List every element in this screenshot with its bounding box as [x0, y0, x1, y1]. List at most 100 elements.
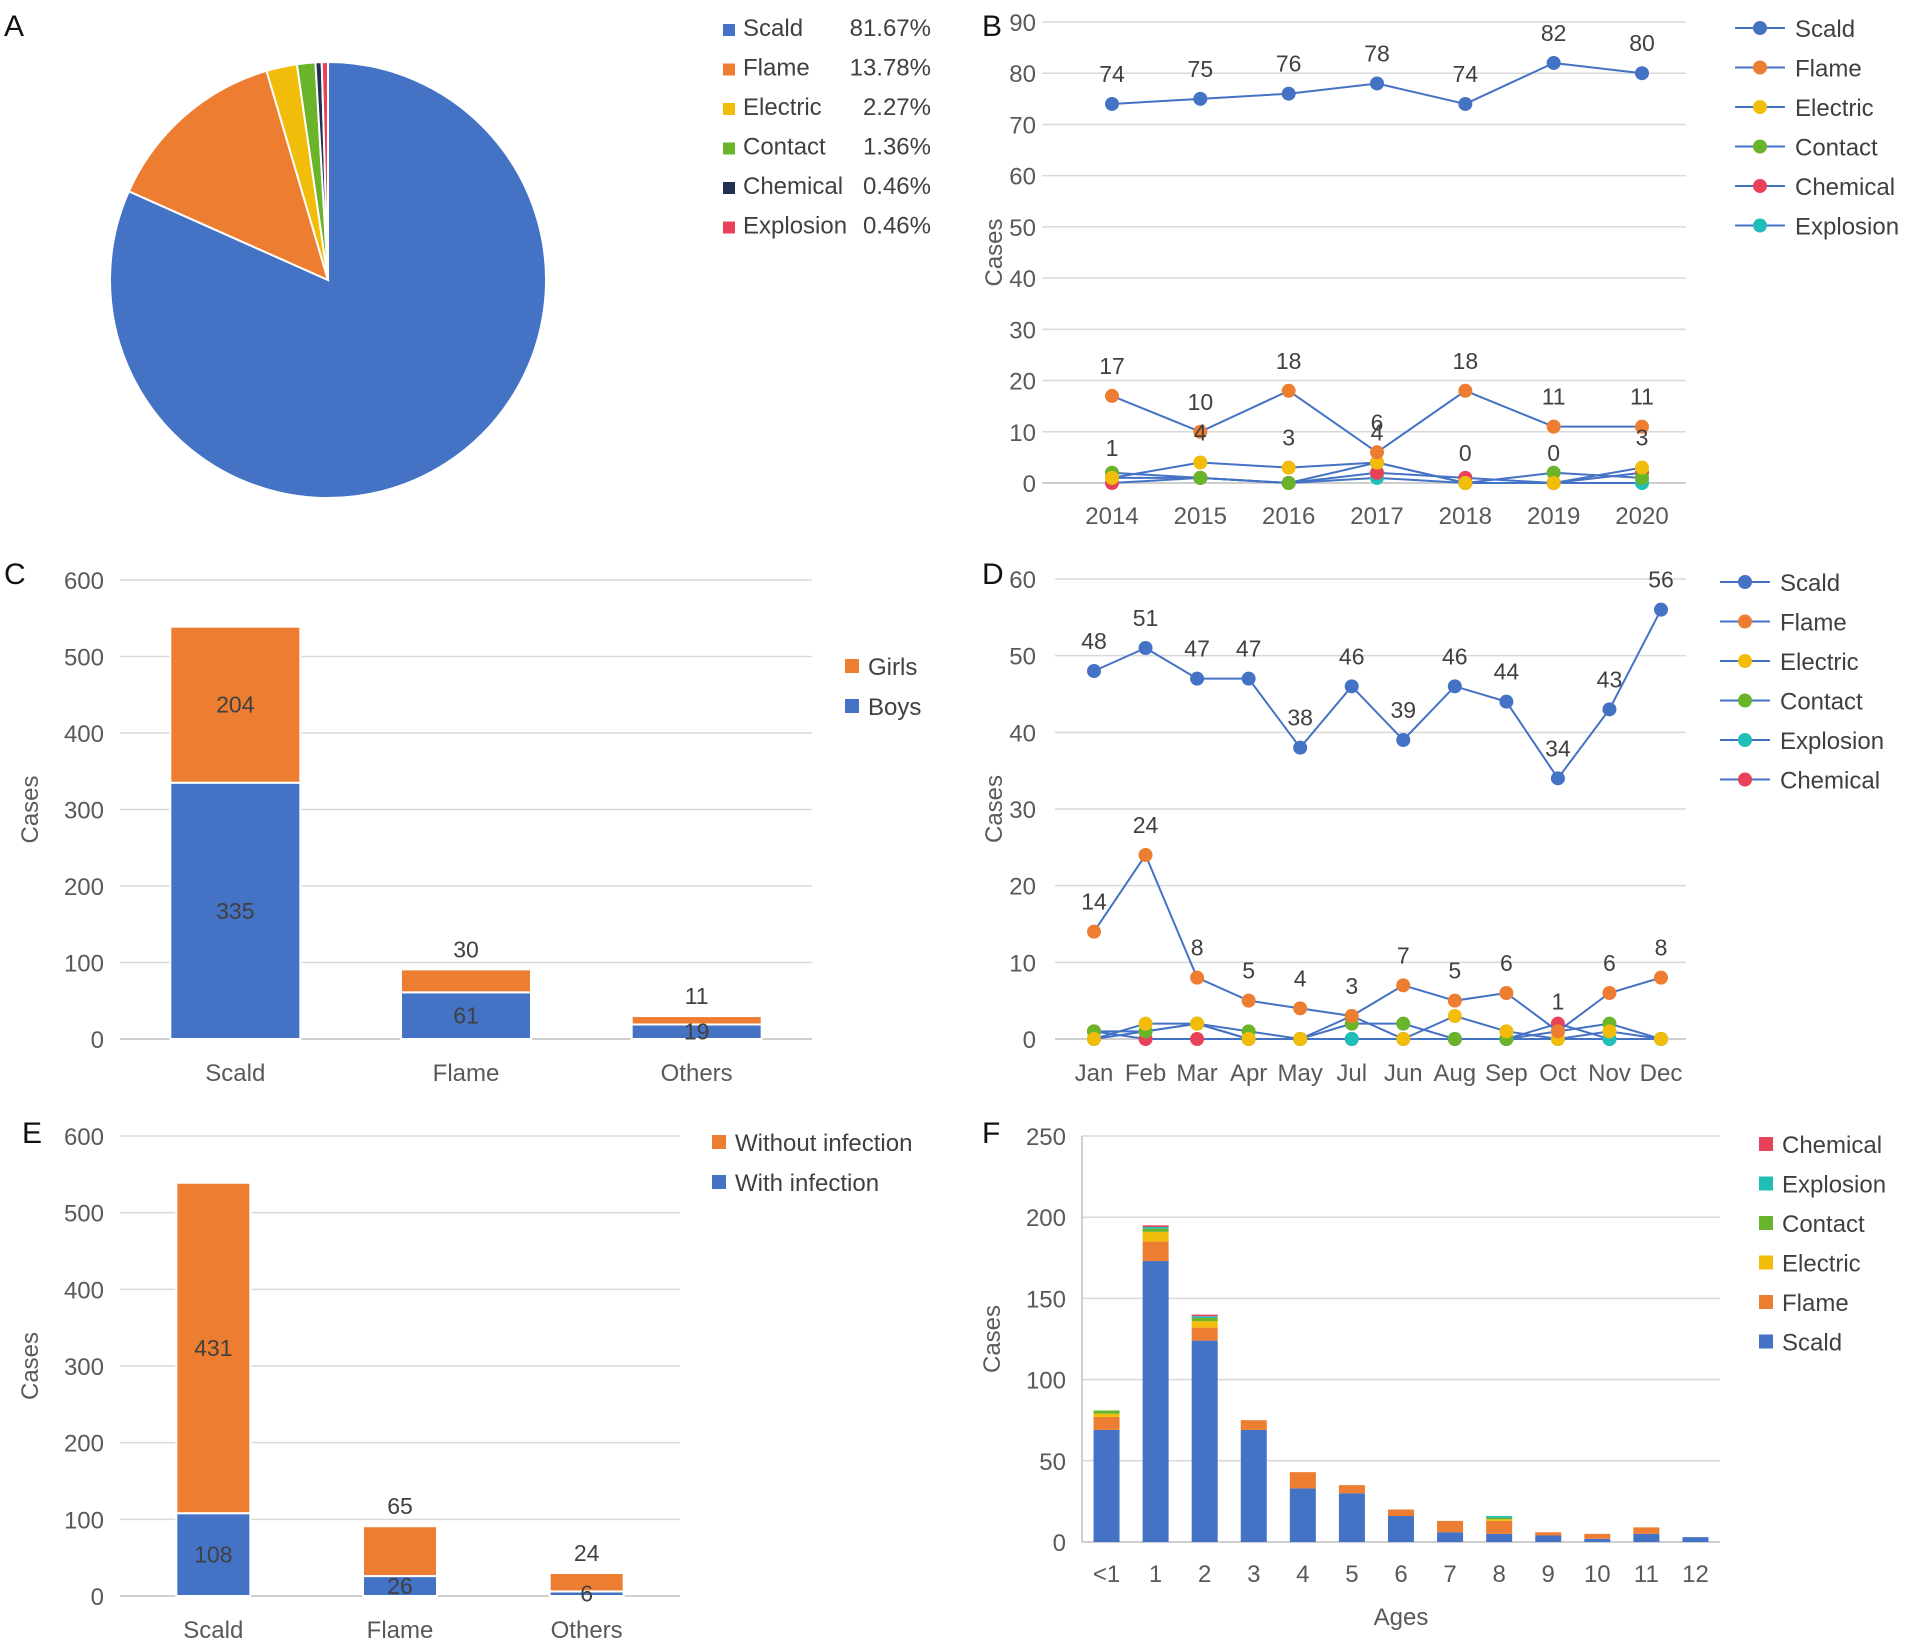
x-tick-label: Jun	[1384, 1060, 1423, 1087]
legend-marker-contact	[1738, 693, 1752, 708]
x-tick-label: Apr	[1230, 1060, 1267, 1087]
legend-marker-contact	[1753, 139, 1767, 154]
legend-marker-flame	[1753, 60, 1767, 75]
legend-marker-explosion	[1738, 733, 1752, 747]
point-electric	[1190, 1016, 1205, 1031]
bar-segment-girls	[400, 968, 532, 994]
data-label-with-infection: 108	[194, 1542, 232, 1568]
x-axis-title: Ages	[1374, 1604, 1429, 1631]
legend-label-chemical: Chemical	[1780, 768, 1880, 795]
point-contact	[1447, 1032, 1462, 1046]
panel-label-c: C	[4, 558, 26, 591]
point-flame	[1546, 419, 1561, 434]
point-flame	[1281, 383, 1296, 398]
data-label-flame: 18	[1276, 348, 1302, 374]
legend-label-explosion: Explosion	[1780, 728, 1884, 755]
y-tick-label: 500	[64, 1201, 104, 1228]
point-electric	[1105, 470, 1119, 485]
bar-segment-flame	[1289, 1472, 1316, 1489]
legend-percent-contact: 1.36%	[863, 134, 931, 161]
data-label-scald: 75	[1188, 56, 1214, 82]
bar-segment-scald	[1486, 1533, 1513, 1542]
legend-label-girls: Girls	[868, 654, 917, 681]
bar-segment-without-infection	[548, 1572, 625, 1593]
y-tick-label: 400	[64, 1277, 104, 1304]
y-tick-label: 40	[1009, 720, 1036, 747]
y-tick-label: 50	[1039, 1449, 1066, 1476]
data-label-flame: 8	[1191, 935, 1204, 961]
data-label-flame: 6	[1500, 950, 1513, 976]
bar-segment-scald	[1584, 1538, 1611, 1542]
legend-label-contact: Contact	[743, 134, 826, 161]
y-tick-label: 90	[1009, 10, 1036, 37]
data-label-flame: 17	[1099, 353, 1125, 379]
chart-c-sex-bars: 0 100 200 300 400 500 600 Cases Scald Flame Others…	[17, 568, 921, 1087]
bar-segment-without-infection	[362, 1525, 438, 1578]
bar-segment-flame	[1240, 1420, 1267, 1430]
x-tick-label: Flame	[433, 1060, 500, 1087]
data-label-scald: 46	[1339, 643, 1365, 669]
data-label-boys: 19	[684, 1019, 710, 1045]
point-electric	[1396, 1032, 1411, 1046]
point-electric	[1602, 1024, 1617, 1039]
bar-segment-scald	[1142, 1261, 1169, 1542]
data-label-flame: 24	[1133, 812, 1159, 838]
bar-segment-scald	[1240, 1429, 1267, 1542]
point-electric	[1499, 1024, 1514, 1039]
series-line-electric	[1093, 1014, 1662, 1041]
y-tick-label: 0	[1023, 1027, 1036, 1054]
x-tick-label: 2015	[1174, 503, 1227, 530]
bar-segment-with-infection	[175, 1512, 252, 1597]
legend-label-chemical: Chemical	[743, 173, 843, 200]
y-tick-label: 500	[64, 645, 104, 672]
data-label-electric: 1	[1106, 435, 1119, 461]
bar-segment-boys	[400, 991, 532, 1041]
point-electric	[1138, 1016, 1153, 1031]
point-electric	[1087, 1032, 1101, 1046]
point-contact	[1635, 470, 1649, 485]
y-tick-label: 600	[64, 568, 104, 595]
x-tick-label: Flame	[367, 1617, 434, 1642]
point-electric	[1281, 460, 1296, 475]
legend-swatch-flame	[723, 63, 735, 76]
bar-segment-explosion	[1142, 1226, 1169, 1229]
legend-label-electric: Electric	[1795, 95, 1874, 122]
y-tick-label: 200	[64, 874, 104, 901]
point-flame	[1499, 986, 1514, 1000]
y-tick-label: 20	[1009, 874, 1036, 901]
legend-marker-chemical	[1738, 772, 1752, 787]
legend-label-flame: Flame	[1782, 1290, 1849, 1317]
data-label-scald: 34	[1545, 735, 1571, 761]
bar-segment-flame	[1093, 1416, 1120, 1430]
point-electric	[1293, 1032, 1308, 1046]
y-axis-title: Cases	[17, 1332, 44, 1400]
x-tick-label: Sep	[1485, 1060, 1528, 1087]
legend-label-flame: Flame	[1780, 610, 1847, 637]
y-tick-label: 400	[64, 721, 104, 748]
x-tick-label: 2016	[1262, 503, 1315, 530]
x-tick-label: Jan	[1075, 1060, 1114, 1087]
point-flame	[1241, 993, 1256, 1008]
x-tick-label: 8	[1492, 1561, 1505, 1588]
x-tick-label: Dec	[1640, 1060, 1683, 1087]
point-contact	[1546, 465, 1561, 480]
legend-label-scald: Scald	[1782, 1330, 1842, 1357]
point-electric	[1447, 1009, 1462, 1023]
x-tick-label: 2019	[1527, 503, 1580, 530]
y-tick-label: 200	[1026, 1205, 1066, 1232]
data-label-boys: 335	[216, 898, 254, 924]
legend-swatch-contact	[723, 142, 735, 155]
legend-swatch-explosion	[723, 221, 735, 234]
data-label-scald: 44	[1494, 659, 1520, 685]
legend-swatch-flame	[1759, 1295, 1773, 1309]
bar-segment-flame	[1486, 1520, 1513, 1534]
bar-segment-scald	[1437, 1532, 1464, 1542]
bar-segment-contact	[1093, 1410, 1120, 1414]
data-label-flame: 6	[1371, 409, 1384, 435]
y-tick-label: 150	[1026, 1286, 1066, 1313]
point-electric	[1458, 476, 1473, 490]
y-axis-title: Cases	[981, 775, 1008, 843]
legend-percent-scald: 81.67%	[850, 15, 931, 42]
point-flame	[1105, 388, 1119, 403]
data-label-flame: 8	[1655, 935, 1668, 961]
